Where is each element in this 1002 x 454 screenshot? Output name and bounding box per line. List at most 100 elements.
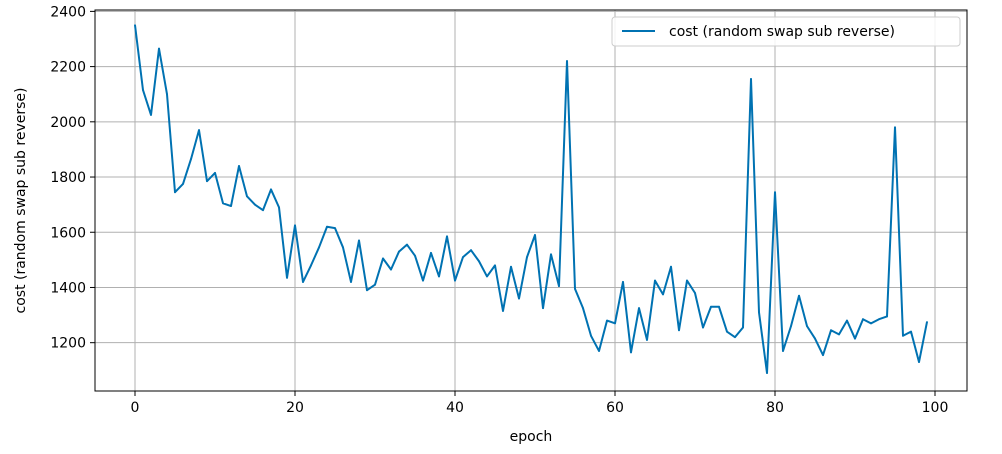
data-point: [342, 246, 344, 249]
data-point: [398, 250, 400, 253]
y-tick-label: 1400: [50, 280, 86, 296]
data-point: [550, 253, 552, 256]
data-point: [166, 93, 168, 96]
data-point: [854, 337, 856, 340]
data-point: [822, 354, 824, 357]
data-point: [910, 330, 912, 333]
data-point: [302, 281, 304, 283]
data-point: [382, 257, 384, 260]
data-point: [774, 191, 776, 194]
data-point: [670, 265, 672, 268]
data-point: [374, 283, 376, 286]
data-point: [870, 322, 872, 325]
tick-layer: 0 20 40 60 80 100 1200 1400 1600 1800 2000 2200 2400: [50, 4, 948, 416]
data-point: [246, 195, 248, 198]
data-point: [390, 268, 392, 271]
data-point: [590, 334, 592, 337]
x-tick-label: 40: [446, 400, 464, 416]
data-point: [494, 264, 496, 267]
data-point: [646, 339, 648, 341]
data-point: [454, 279, 456, 282]
plot-area-frame: [94, 9, 968, 392]
data-point: [510, 265, 512, 268]
legend-box: [611, 16, 961, 47]
data-point: [270, 188, 272, 191]
data-point: [534, 234, 536, 236]
data-point: [734, 336, 736, 339]
data-point: [830, 329, 832, 332]
data-point: [174, 191, 176, 194]
data-point: [694, 292, 696, 294]
x-tick-label: 100: [922, 400, 949, 416]
data-point: [614, 322, 616, 325]
data-point: [766, 372, 768, 374]
data-point: [598, 350, 600, 352]
data-point: [742, 326, 744, 329]
data-point: [438, 275, 440, 278]
x-tick-label: 80: [766, 400, 784, 416]
data-point: [862, 318, 864, 321]
y-tick-label: 1600: [50, 225, 86, 241]
data-point: [206, 180, 208, 183]
y-tick-label: 1200: [50, 336, 86, 352]
data-point: [574, 287, 576, 290]
data-point: [758, 311, 760, 314]
data-point: [782, 350, 784, 352]
data-point: [702, 326, 704, 329]
data-point: [478, 260, 480, 263]
data-point: [230, 205, 232, 207]
data-point: [806, 325, 808, 328]
x-tick-label: 0: [131, 400, 140, 416]
y-axis-label: cost (random swap sub reverse): [13, 88, 29, 314]
data-point: [886, 315, 888, 318]
data-point: [142, 89, 144, 91]
data-point: [662, 293, 664, 296]
data-point: [238, 165, 240, 167]
data-point: [838, 333, 840, 336]
data-point: [878, 318, 880, 321]
data-point: [526, 256, 528, 258]
data-point: [414, 254, 416, 257]
data-point: [326, 225, 328, 228]
data-point: [366, 289, 368, 292]
data-point: [902, 334, 904, 337]
data-point: [894, 126, 896, 129]
data-point: [254, 203, 256, 206]
series-layer: [134, 24, 928, 375]
data-point: [678, 329, 680, 332]
data-point: [286, 276, 288, 279]
x-tick-label: 60: [606, 400, 624, 416]
data-point: [926, 321, 928, 323]
data-point: [182, 183, 184, 185]
data-point: [462, 256, 464, 258]
y-tick-label: 2400: [50, 4, 86, 20]
data-point: [622, 281, 624, 283]
data-point: [790, 325, 792, 328]
data-point: [918, 361, 920, 363]
y-tick-label: 2200: [50, 60, 86, 76]
data-point: [334, 227, 336, 230]
data-point: [566, 60, 568, 62]
data-point: [606, 319, 608, 322]
data-point: [422, 279, 424, 282]
data-point: [798, 294, 800, 297]
grid: [95, 10, 967, 391]
data-point: [486, 275, 488, 278]
data-point: [718, 305, 720, 308]
data-point: [750, 78, 752, 80]
legend-entry: cost (random swap sub reverse): [669, 24, 895, 40]
data-point: [222, 202, 224, 205]
data-point: [710, 305, 712, 308]
data-point: [214, 171, 216, 174]
data-point: [358, 239, 360, 242]
legend: cost (random swap sub reverse): [611, 16, 961, 47]
data-point: [262, 209, 264, 212]
data-point: [726, 330, 728, 333]
series-line: [134, 25, 928, 375]
data-point: [686, 279, 688, 282]
data-point: [446, 235, 448, 238]
data-point: [190, 158, 192, 160]
x-tick-label: 20: [286, 400, 304, 416]
data-point: [318, 246, 320, 249]
